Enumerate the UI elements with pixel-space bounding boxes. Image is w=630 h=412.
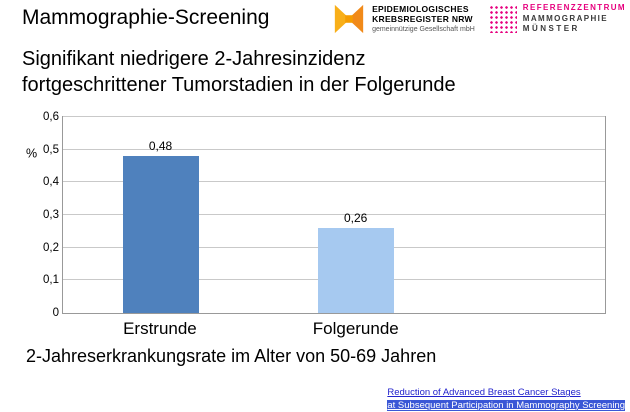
krebsregister-nrw-logo: EPIDEMIOLOGISCHES KREBSREGISTER NRW geme… [332, 2, 475, 36]
ref-logo-line2: MAMMOGRAPHIE [522, 13, 609, 23]
y-tick-label: 0,6 [43, 111, 59, 123]
gridline [63, 116, 605, 117]
epi-logo-line3: gemeinnützige Gesellschaft mbH [372, 26, 475, 34]
bar-slot: 0,26 [258, 117, 453, 313]
x-category-label: Folgerunde [312, 319, 399, 338]
logo-row: EPIDEMIOLOGISCHES KREBSREGISTER NRW geme… [332, 2, 626, 36]
ref-logo-line1: REFERENZZENTRUM [522, 2, 626, 12]
citation-link-line1[interactable]: Reduction of Advanced Breast Cancer Stag… [387, 387, 581, 399]
bar-value-label: 0,26 [344, 211, 368, 226]
citation-link-line2[interactable]: at Subsequent Participation in Mammograp… [387, 399, 625, 411]
plot-wrapper: % 0 0,1 0,2 0,3 0,4 0,5 0,6 0,48 0,26 Erstrunde F… [26, 111, 606, 339]
bar-folgerunde: 0,26 [317, 211, 394, 313]
y-tick-label: 0,1 [43, 274, 59, 287]
referenzzentrum-mammographie-logo: REFERENZZENTRUM MAMMOGRAPHIE MÜNSTER [488, 3, 626, 35]
x-category-label: Erstrunde [123, 319, 197, 338]
chart-caption: 2-Jahreserkrankungsrate im Alter von 50-… [26, 346, 437, 366]
subtitle-line2: fortgeschrittener Tumorstadien in der Fo… [22, 74, 456, 96]
bar-slot: 0,48 [63, 117, 258, 313]
y-tick-label: 0,5 [43, 143, 59, 156]
bar-erstrunde: 0,48 [122, 139, 199, 313]
footer-citation: Reduction of Advanced Breast Cancer Stag… [387, 387, 625, 412]
y-tick-label: 0 [52, 307, 59, 319]
subtitle-line1: Signifikant niedrigere 2-Jahresinzidenz [22, 48, 366, 70]
epi-logo-line1: EPIDEMIOLOGISCHES [372, 3, 469, 14]
epi-logo-line2: KREBSREGISTER NRW [372, 14, 473, 25]
ref-logo-line3: MÜNSTER [522, 24, 580, 34]
krebsregister-logo-text: EPIDEMIOLOGISCHES KREBSREGISTER NRW geme… [372, 4, 475, 34]
gridline [63, 214, 605, 215]
slide-subtitle: Signifikant niedrigere 2-Jahresinzidenz … [22, 46, 456, 98]
x-axis-labels: Erstrunde Folgerunde [62, 319, 454, 339]
krebsregister-logo-icon [334, 4, 364, 34]
gridline [63, 181, 605, 183]
muenster-dots-icon [488, 4, 517, 33]
y-tick-label: 0,2 [43, 241, 59, 254]
y-tick-label: 0,4 [43, 176, 59, 189]
bars-container: 0,48 0,26 [63, 117, 453, 313]
slide-title: Mammographie-Screening [22, 6, 270, 29]
y-tick-label: 0,3 [43, 209, 59, 221]
y-axis-unit-label: % [26, 146, 38, 161]
plot-area: 0 0,1 0,2 0,3 0,4 0,5 0,6 0,48 0,26 [43, 111, 606, 319]
bar-chart: % 0 0,1 0,2 0,3 0,4 0,5 0,6 0,48 0,26 Erstrunde F… [26, 111, 608, 339]
gridline [63, 148, 605, 150]
bar-value-label: 0,48 [148, 139, 173, 154]
referenzzentrum-logo-text: REFERENZZENTRUM MAMMOGRAPHIE MÜNSTER [523, 3, 626, 35]
